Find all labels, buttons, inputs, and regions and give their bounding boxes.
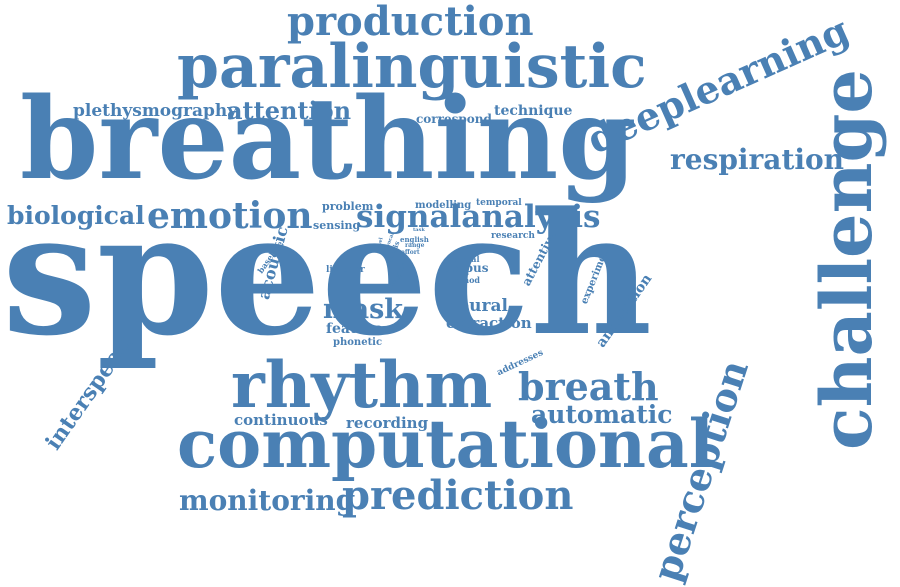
word-mask: mask — [323, 294, 403, 325]
word-prediction: prediction — [342, 472, 574, 519]
word-english: english — [400, 235, 429, 244]
word-rhythm: rhythm — [231, 348, 493, 423]
word-challenge: challenge — [805, 69, 888, 450]
word-research: research — [491, 231, 535, 241]
word-temporal: temporal — [476, 198, 522, 208]
word-automatic: automatic — [531, 400, 673, 429]
word-biological: biological — [7, 201, 145, 230]
word-production: production — [287, 0, 534, 45]
word-paralinguistic: paralinguistic — [177, 32, 647, 102]
word-plethysmography: plethysmography — [73, 101, 238, 121]
word-method: method — [446, 275, 480, 285]
word-technique: technique — [494, 103, 573, 119]
word-range: range — [405, 242, 425, 249]
word-corpus: corpus — [443, 261, 489, 275]
word-modelling: modelling — [415, 200, 472, 211]
word-attention: attention — [227, 96, 352, 125]
word-respiration: respiration — [670, 143, 845, 176]
word-emotion: emotion — [147, 195, 313, 237]
word-phonetic: phonetic — [333, 337, 383, 348]
word-breathing: breathing — [20, 74, 637, 205]
word-feature: feature — [326, 321, 383, 337]
word-recording: recording — [346, 414, 429, 432]
word-extraction: extraction — [446, 314, 532, 332]
word-speech: speech — [2, 175, 653, 373]
word-manual: manual — [446, 254, 480, 264]
word-sensing: sensing — [313, 219, 361, 232]
word-listener: listener — [326, 265, 365, 275]
word-continuous: continuous — [234, 411, 328, 429]
word-signalanalysis: signalanalysis — [356, 199, 601, 235]
word-problem: problem — [322, 200, 374, 213]
word-correspond: correspond — [416, 112, 492, 126]
word-breath: breath — [518, 364, 659, 409]
word-task: task — [413, 227, 425, 233]
word-effort: effort — [401, 249, 420, 256]
word-monitoring: monitoring — [179, 484, 356, 517]
word-computational: computational — [177, 405, 714, 483]
word-neural: neural — [446, 296, 508, 316]
